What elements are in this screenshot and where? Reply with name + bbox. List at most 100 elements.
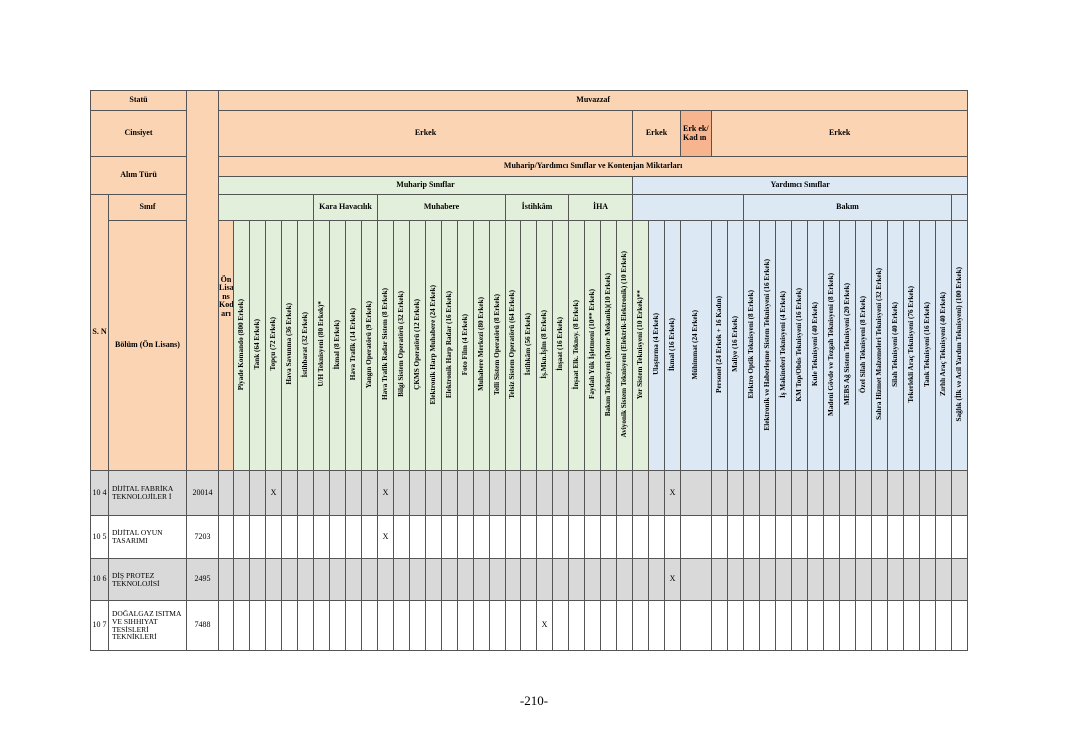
row-cell xyxy=(951,558,969,601)
row-cell xyxy=(265,515,283,559)
sn-label: S. N xyxy=(90,194,109,471)
row-cell xyxy=(743,470,761,516)
column-header: İnşaat (16 Erkek) xyxy=(552,220,570,471)
column-header: İstihbarat (32 Erkek) xyxy=(297,220,315,471)
row-cell xyxy=(520,558,538,601)
column-header-label: Telsiz Sistem Operatörü (64 Erkek) xyxy=(508,289,517,399)
column-header: Kule Teknisyeni (40 Erkek) xyxy=(807,220,825,471)
table-row: 10 4 DİJİTAL FABRİKA TEKNOLOJİLER İ 20014 X… xyxy=(90,470,969,516)
row-cell xyxy=(281,558,299,601)
column-header-label: Hava Trafik (14 Erkek) xyxy=(348,308,357,381)
column-header-label: KM Top/Obüs Teknisyeni (16 Erkek) xyxy=(794,287,803,402)
row-cell xyxy=(807,515,825,559)
table-row: 10 5 DİJİTAL OYUN TASARIMI 7203 X xyxy=(90,515,969,559)
column-header: İkmal (16 Erkek) xyxy=(664,220,682,471)
column-header: Özel Silah Teknisyeni (8 Erkek) xyxy=(855,220,873,471)
column-header-label: Faydalı Yük İşletmeni (10** Erkek) xyxy=(587,289,596,400)
row-cell xyxy=(345,600,363,651)
column-header-label: Tank Teknisyeni (16 Erkek) xyxy=(922,301,931,387)
column-header-label: Telli Sistem Operatörü (8 Erkek) xyxy=(492,293,501,395)
column-header-label: İnşaat (16 Erkek) xyxy=(555,317,564,372)
row-cell xyxy=(648,470,666,516)
row-cell xyxy=(393,470,411,516)
row-cell xyxy=(233,600,251,651)
row-department-name: DİJİTAL FABRİKA TEKNOLOJİLER İ xyxy=(107,470,188,516)
column-header-label: Tank (64 Erkek) xyxy=(252,319,261,370)
column-header-label: Hava Trafik Radar Sistem (8 Erkek) xyxy=(380,288,389,401)
row-cell xyxy=(249,515,267,559)
row-cell xyxy=(711,470,729,516)
row-cell xyxy=(489,600,507,651)
column-header-label: Elektro Optik Teknisyeni (8 Erkek) xyxy=(746,290,755,399)
row-cell xyxy=(377,558,395,601)
column-header: Mühimmat (24 Erkek) xyxy=(680,220,713,471)
row-cell xyxy=(361,600,379,651)
row-cell xyxy=(680,600,713,651)
row-cell xyxy=(791,600,809,651)
row-cell xyxy=(265,558,283,601)
group-muhabere: Muhabere xyxy=(377,194,507,221)
group-blank-2 xyxy=(632,194,745,221)
column-header: Tank (64 Erkek) xyxy=(249,220,267,471)
column-header: Yangın Operatörü (9 Erkek) xyxy=(361,220,379,471)
row-cell xyxy=(441,558,459,601)
muharip-siniflar: Muharip Sınıflar xyxy=(218,176,634,195)
column-header: Hava Savunma (36 Erkek) xyxy=(281,220,299,471)
row-cell xyxy=(951,470,969,516)
column-header: Elektronik Harp Muhabere (24 Erkek) xyxy=(425,220,443,471)
row-cell-mark: X xyxy=(536,600,554,651)
row-cell xyxy=(823,558,841,601)
column-header: Tekerlekli Araç Teknisyeni (76 Erkek) xyxy=(903,220,921,471)
row-cell xyxy=(871,515,889,559)
row-cell xyxy=(313,558,331,601)
column-header: Maliye (16 Erkek) xyxy=(727,220,745,471)
row-cell xyxy=(584,600,602,651)
row-cell xyxy=(711,515,729,559)
page-number: -210- xyxy=(519,693,549,708)
column-header-label: Yangın Operatörü (9 Erkek) xyxy=(364,300,373,388)
column-header: Muhabere Merkezi (80 Erkek) xyxy=(473,220,491,471)
row-cell xyxy=(489,558,507,601)
row-cell xyxy=(505,470,522,516)
row-cell xyxy=(887,470,905,516)
quota-table: Statü Muvazzaf Cinsiyet Erkek Erkek Erk ek/ K… xyxy=(89,90,969,651)
row-cell xyxy=(823,470,841,516)
row-cell xyxy=(425,470,443,516)
row-cell xyxy=(281,470,299,516)
row-cell xyxy=(791,515,809,559)
row-cell xyxy=(473,600,491,651)
row-cell xyxy=(457,470,475,516)
group-kara-havacilik: Kara Havacılık xyxy=(313,194,379,221)
row-cell xyxy=(425,558,443,601)
group-blank-1 xyxy=(218,194,315,221)
column-header-label: Elektronik Harp Muhabere (24 Erkek) xyxy=(428,284,437,405)
column-header: İnşaat Elk. Teknsy. (8 Erkek) xyxy=(568,220,586,471)
row-cell xyxy=(680,470,713,516)
row-cell xyxy=(743,558,761,601)
column-header: Telli Sistem Operatörü (8 Erkek) xyxy=(489,220,507,471)
row-cell xyxy=(297,515,315,559)
column-header: Zırhlı Araç Teknisyeni (40 Erkek) xyxy=(935,220,953,471)
row-cell xyxy=(329,470,347,516)
row-cell xyxy=(600,515,618,559)
column-header-label: U/H Teknisyeni (80 Erkek)* xyxy=(316,301,325,388)
column-header-label: Sağlık (İlk ve Acil Yardım Teknisyeni) (… xyxy=(954,267,963,422)
row-cell xyxy=(871,470,889,516)
row-cell xyxy=(393,558,411,601)
group-iha: İHA xyxy=(568,194,634,221)
column-header: İş.Mkn.İşlm (8 Erkek) xyxy=(536,220,554,471)
row-cell-mark: X xyxy=(377,470,395,516)
cinsiyet-erkek-yardimci: Erkek xyxy=(711,110,969,157)
column-header: Personel (24 Erkek + 16 Kadın) xyxy=(711,220,729,471)
row-cell xyxy=(600,600,618,651)
column-header: Hava Trafik Radar Sistem (8 Erkek) xyxy=(377,220,395,471)
row-cell xyxy=(903,600,921,651)
column-header-label: Muhabere Merkezi (80 Erkek) xyxy=(476,297,485,392)
column-header: Elektronik Harp Radar (16 Erkek) xyxy=(441,220,459,471)
row-cell xyxy=(935,558,953,601)
cinsiyet-erkek-muharip: Erkek xyxy=(218,110,634,157)
row-cell xyxy=(297,558,315,601)
row-cell xyxy=(951,600,969,651)
row-cell xyxy=(409,515,427,559)
cinsiyet-erkek-kadin: Erk ek/ Kad ın xyxy=(680,110,713,157)
